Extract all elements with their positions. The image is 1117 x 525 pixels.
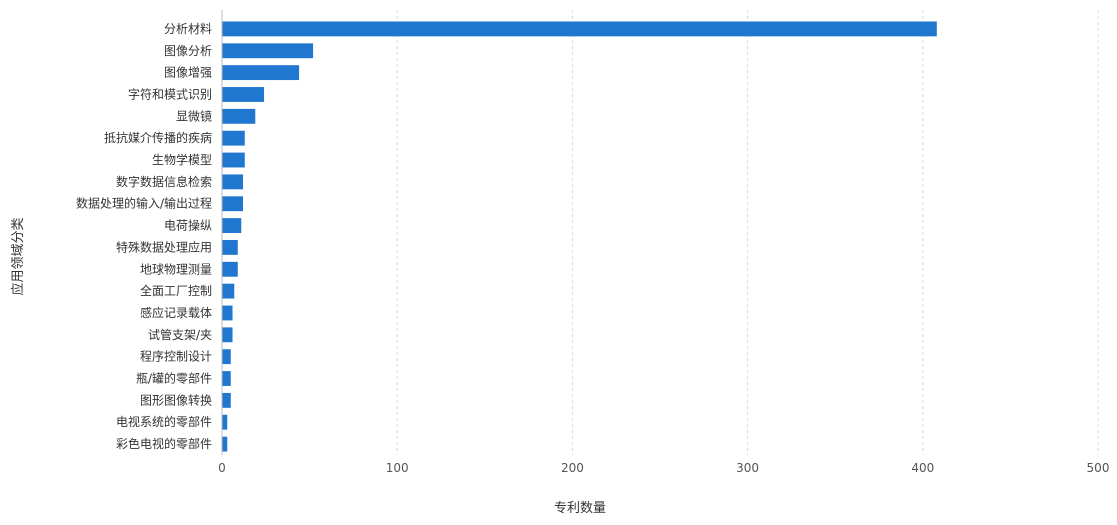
category-label: 全面工厂控制 (140, 283, 212, 298)
bar (222, 21, 937, 37)
bar (222, 349, 231, 365)
x-axis-title: 专利数量 (554, 501, 606, 516)
bar (222, 108, 256, 124)
category-label: 数据处理的输入/输出过程 (76, 196, 212, 211)
category-label: 图像分析 (164, 44, 212, 58)
x-tick-label: 300 (736, 461, 759, 475)
bar (222, 392, 231, 408)
bar (222, 87, 265, 102)
category-label: 图形图像转换 (140, 392, 212, 407)
category-label: 数字数据信息检索 (116, 174, 212, 189)
x-tick-label: 200 (561, 461, 584, 475)
x-tick-label: 500 (1087, 461, 1110, 475)
category-label: 彩色电视的零部件 (116, 436, 212, 451)
bars-layer (222, 21, 937, 452)
x-tick-label: 0 (218, 461, 226, 475)
grid-layer (396, 10, 1099, 455)
category-label: 图像增强 (164, 66, 212, 80)
bar (222, 239, 238, 255)
category-label: 分析材料 (164, 22, 212, 36)
category-labels: 分析材料图像分析图像增强字符和模式识别显微镜抵抗媒介传播的疾病生物学模型数字数据… (76, 22, 212, 451)
bar (222, 43, 314, 59)
category-label: 程序控制设计 (140, 349, 212, 364)
category-label: 抵抗媒介传播的疾病 (104, 130, 212, 145)
category-label: 字符和模式识别 (128, 86, 212, 101)
bar (222, 283, 235, 299)
category-label: 电荷操纵 (164, 218, 212, 233)
bar (222, 261, 238, 277)
category-label: 电视系统的零部件 (116, 414, 212, 429)
bar (222, 436, 228, 452)
x-tick-label: 400 (911, 461, 934, 475)
bar (222, 174, 244, 190)
bar (222, 130, 245, 146)
bar (222, 218, 242, 234)
category-label: 生物学模型 (152, 152, 212, 167)
y-axis-title: 应用领域分类 (10, 217, 26, 295)
category-label: 瓶/罐的零部件 (136, 371, 212, 386)
bar (222, 327, 233, 343)
bar (222, 371, 231, 386)
category-label: 地球物理测量 (140, 262, 212, 276)
x-tick-label: 100 (386, 461, 409, 475)
bar (222, 414, 228, 430)
category-label: 特殊数据处理应用 (116, 239, 212, 254)
category-label: 感应记录载体 (140, 305, 212, 320)
bar (222, 305, 233, 321)
x-tick-labels: 0 100 200 300 400 500 (218, 461, 1109, 475)
category-label: 显微镜 (176, 108, 212, 123)
bar (222, 196, 244, 212)
category-label: 试管支架/夹 (148, 327, 212, 342)
bar (222, 65, 300, 81)
bar (222, 152, 245, 168)
